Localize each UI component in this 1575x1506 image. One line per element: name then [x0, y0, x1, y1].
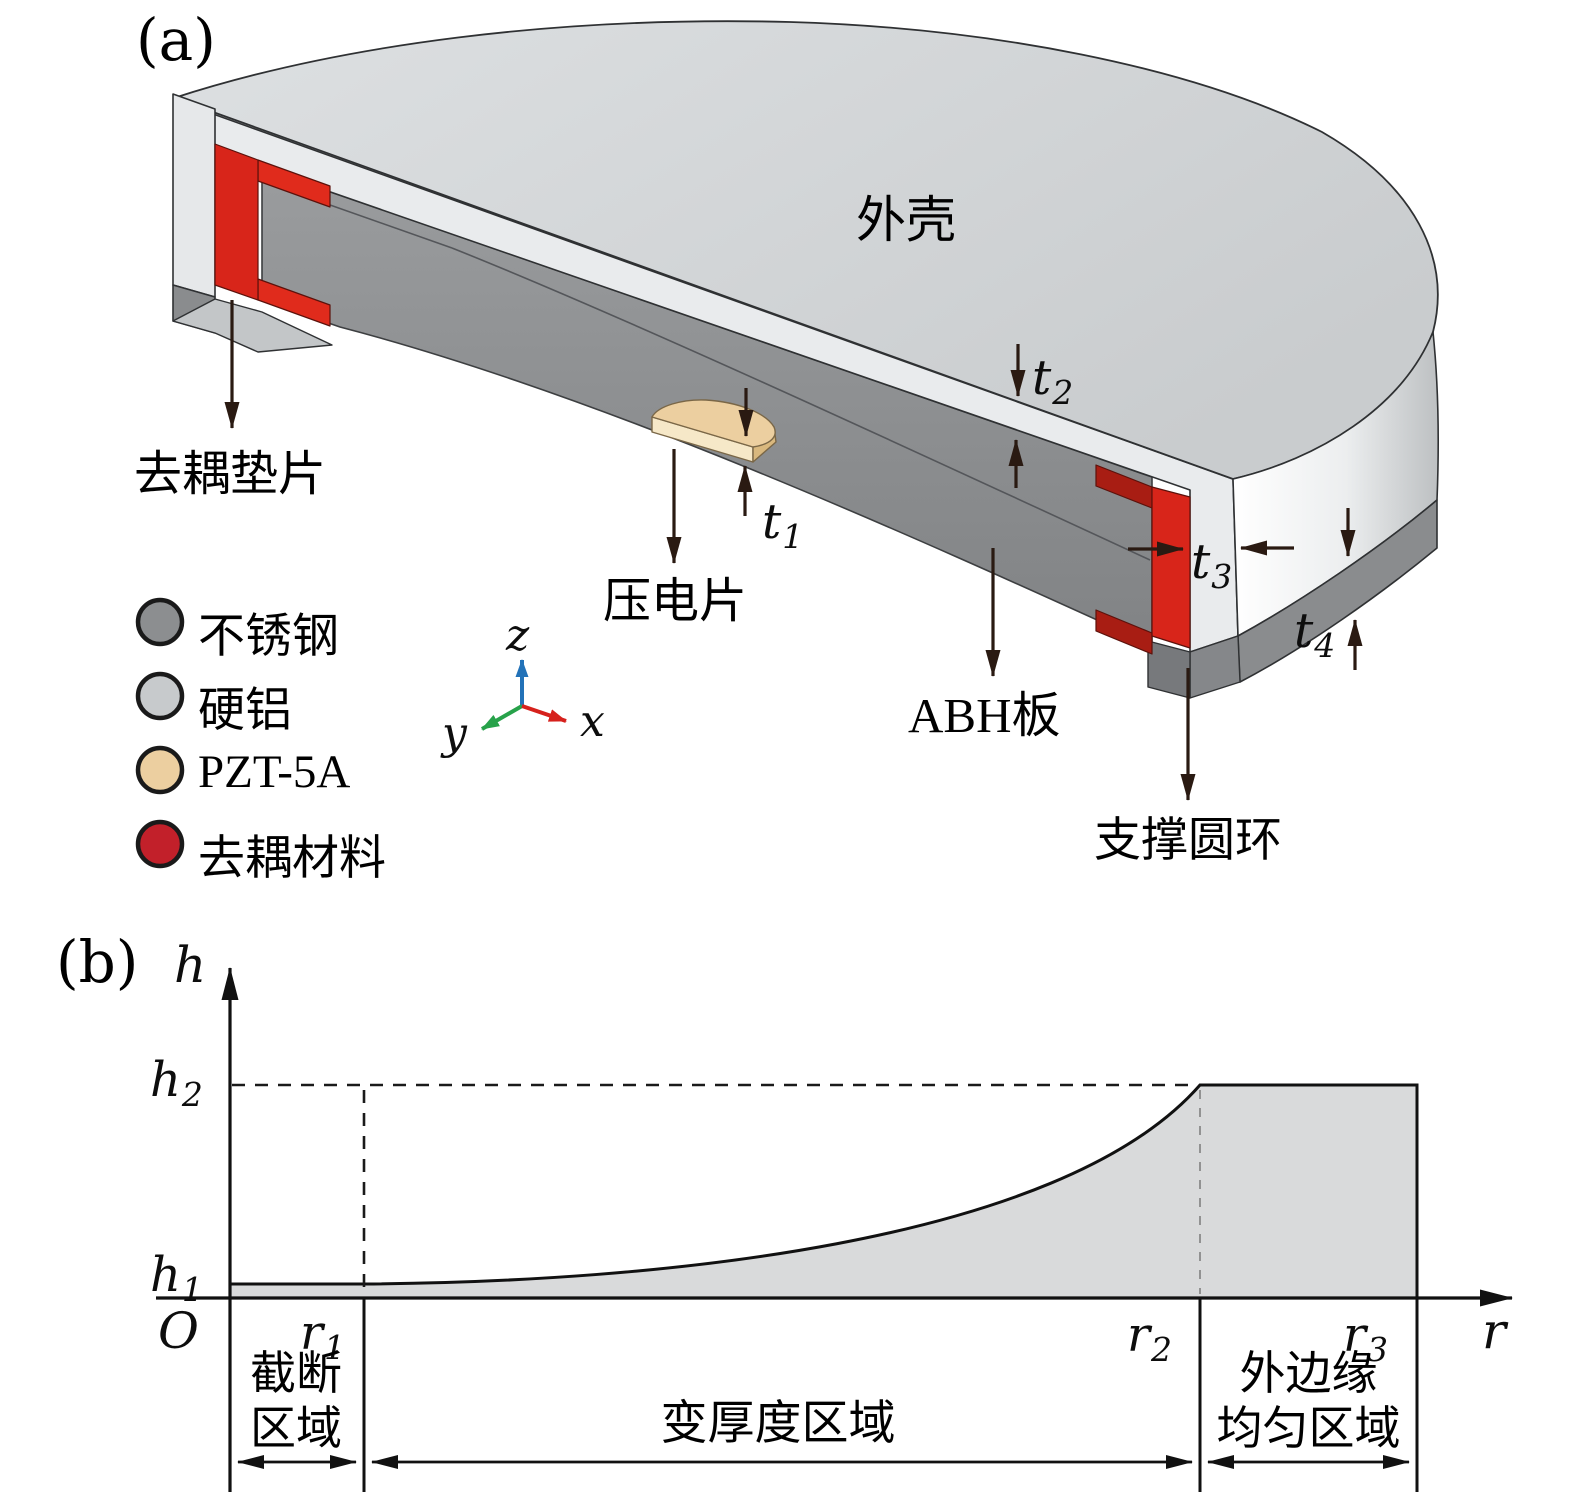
- z-axis-label: z: [506, 610, 530, 661]
- abh-dish-curve: [451, 247, 1151, 561]
- leader-arrows: [224, 300, 1363, 801]
- h-axis-label: h: [174, 936, 207, 994]
- t1-label: t1: [762, 494, 803, 556]
- x-axis-label: x: [580, 696, 605, 747]
- t4-label: t4: [1294, 603, 1335, 665]
- decoupling-pad-label: 去耦垫片: [134, 448, 327, 501]
- legend-swatch-hard-aluminum: [135, 671, 185, 721]
- legend-label-pzt5a: PZT-5A: [198, 746, 351, 798]
- x-axis-arrow: [521, 704, 567, 723]
- panel-a-tag: (a): [136, 6, 216, 74]
- region-truncation-line2: 区域: [250, 1403, 342, 1454]
- profile-fill: [230, 1085, 1417, 1298]
- shell-label: 外壳: [856, 192, 956, 248]
- panel-b-plot: [156, 967, 1513, 1492]
- left-ring-bottom-lip: [172, 298, 333, 353]
- t1-sub: 1: [782, 517, 804, 556]
- h2-sub: 2: [181, 1075, 203, 1114]
- t2-label: t2: [1032, 350, 1073, 412]
- region-variable-line1: 变厚度区域: [660, 1398, 896, 1450]
- legend-label-decoupling: 去耦材料: [198, 833, 386, 885]
- profile-curve: [230, 1083, 1419, 1298]
- h2-tick-label: h2: [150, 1052, 203, 1114]
- h2-base: h: [150, 1052, 181, 1108]
- origin-label: O: [158, 1302, 199, 1360]
- legend-swatch-decoupling: [135, 819, 185, 869]
- region-truncation-line1: 截断: [250, 1348, 342, 1399]
- legend-label-stainless-steel: 不锈钢: [198, 611, 339, 663]
- legend-label-hard-aluminum: 硬铝: [198, 685, 292, 737]
- r1-tick-label: r1: [300, 1305, 345, 1367]
- t3-base: t: [1191, 534, 1211, 590]
- t3-sub: 3: [1211, 557, 1233, 596]
- decoupling-layer-right: [1095, 464, 1191, 655]
- legend-swatches: [135, 597, 185, 869]
- r-axis-label: r: [1482, 1302, 1506, 1360]
- panel-b-tag: (b): [56, 928, 139, 996]
- decoupling-right-bar: [1151, 486, 1191, 649]
- t4-base: t: [1294, 603, 1314, 659]
- r1-base: r: [300, 1305, 323, 1361]
- piezo-label: 压电片: [603, 575, 748, 628]
- region-uniform-line1: 外边缘: [1239, 1348, 1378, 1399]
- r3-base: r: [1343, 1307, 1366, 1363]
- t1-base: t: [762, 494, 782, 550]
- h1-tick-label: h1: [150, 1247, 203, 1309]
- axis-triad: [481, 659, 567, 731]
- support-ring-front-dark: [1147, 640, 1191, 699]
- region-label-variable-thickness: 变厚度区域: [363, 1396, 1193, 1452]
- t2-sub: 2: [1052, 373, 1074, 412]
- left-wall-face: [172, 93, 216, 298]
- r3-sub: 3: [1366, 1330, 1388, 1369]
- abh-plate-label: ABH板: [908, 688, 1061, 743]
- region-uniform-line2: 均匀区域: [1216, 1403, 1401, 1454]
- t4-sub: 4: [1314, 626, 1336, 665]
- legend-swatch-pzt5a: [135, 745, 185, 795]
- r3-tick-label: r3: [1343, 1307, 1388, 1369]
- r2-base: r: [1127, 1307, 1150, 1363]
- support-ring-label: 支撑圆环: [1094, 815, 1282, 867]
- region-label-truncation: 截断 区域: [226, 1346, 366, 1456]
- decoupling-left-bar: [214, 143, 259, 301]
- h1-sub: 1: [181, 1270, 203, 1309]
- t2-base: t: [1032, 350, 1052, 406]
- legend-swatch-stainless-steel: [135, 597, 185, 647]
- h1-base: h: [150, 1247, 181, 1303]
- r2-tick-label: r2: [1127, 1307, 1172, 1369]
- region-separators: [362, 1298, 1419, 1492]
- region-label-outer-uniform: 外边缘 均匀区域: [1196, 1346, 1421, 1456]
- r2-sub: 2: [1150, 1330, 1172, 1369]
- support-ring-band: [1237, 499, 1438, 683]
- t3-label: t3: [1191, 534, 1232, 596]
- y-axis-label: y: [442, 708, 467, 759]
- r1-sub: 1: [323, 1328, 345, 1367]
- panel-a-structure: [135, 20, 1439, 869]
- decoupling-right-bottom-flange: [1095, 609, 1153, 655]
- decoupling-layer-left: [214, 143, 331, 327]
- y-axis-arrow: [481, 704, 523, 731]
